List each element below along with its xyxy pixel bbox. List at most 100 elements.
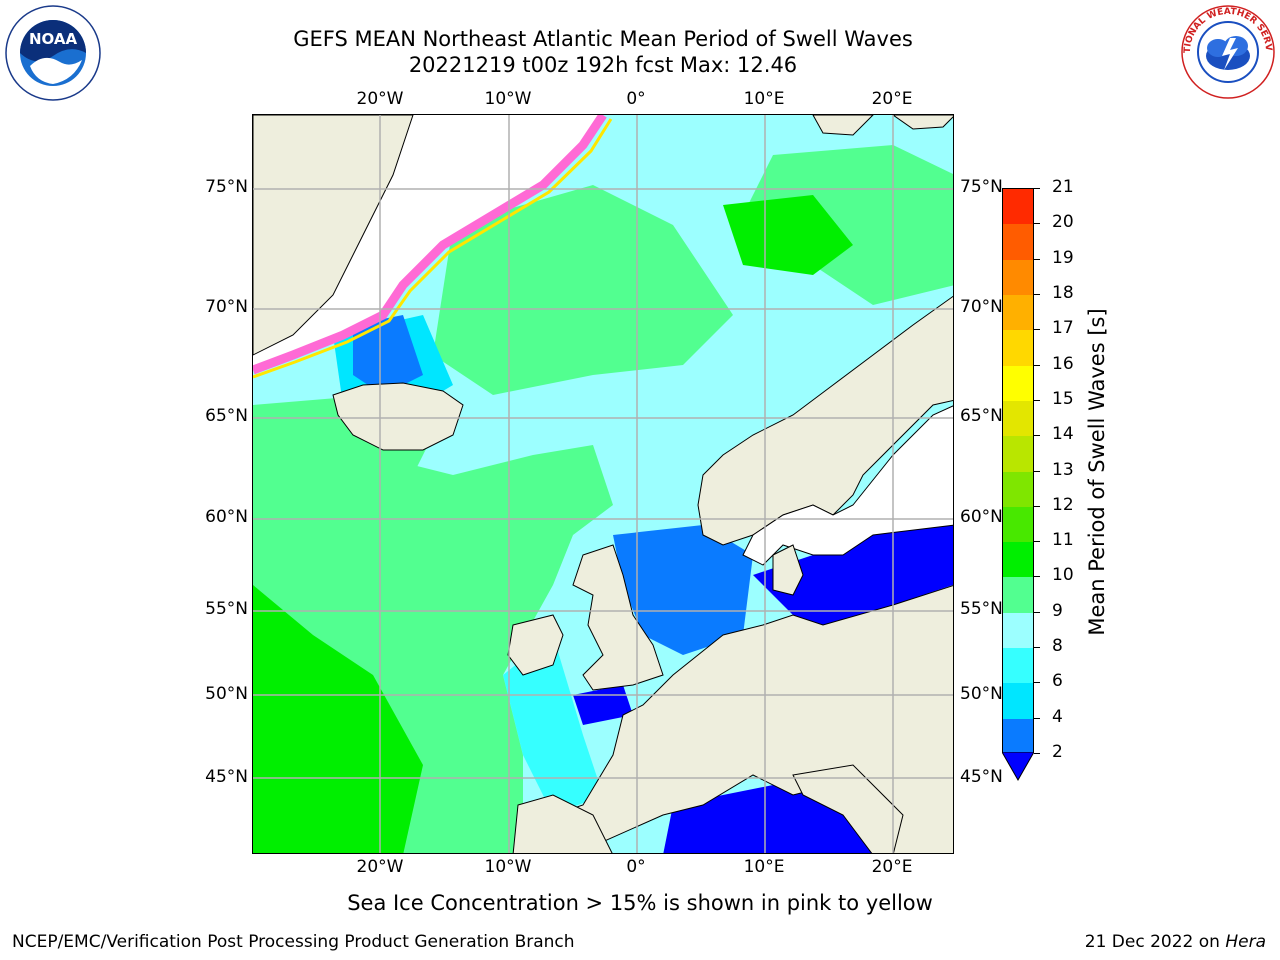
nws-logo: NATIONAL WEATHER SERVICE <box>1180 4 1275 99</box>
lat-label-left: 55°N <box>205 599 248 619</box>
noaa-logo-text: NOAA <box>29 30 78 48</box>
lat-label-left: 70°N <box>205 297 248 317</box>
swell-zone-green-norwegian-sea <box>433 185 733 395</box>
colorbar <box>1002 188 1034 754</box>
colorbar-tick-mark <box>1034 611 1040 613</box>
graticule <box>253 115 953 853</box>
sweden-finland <box>742 405 953 566</box>
lon-label-top: 20°E <box>871 89 913 109</box>
colorbar-label: Mean Period of Swell Waves [s] <box>1085 308 1109 636</box>
colorbar-segment <box>1003 718 1033 754</box>
colorbar-segment <box>1003 400 1033 437</box>
colorbar-segment <box>1003 577 1033 613</box>
colorbar-tick-label: 16 <box>1052 353 1074 374</box>
lon-label-bottom: 10°E <box>743 857 785 877</box>
norway <box>697 295 953 546</box>
colorbar-tick-mark <box>1034 293 1040 295</box>
lon-label-top: 0° <box>626 89 646 109</box>
colorbar-tick-label: 6 <box>1052 671 1063 692</box>
colorbar-tick-mark <box>1034 717 1040 719</box>
colorbar-segment <box>1003 224 1033 260</box>
greenland-land <box>253 115 414 356</box>
colorbar-tick-mark <box>1034 682 1040 684</box>
footer-branch: NCEP/EMC/Verification Post Processing Pr… <box>12 932 575 952</box>
colorbar-tick-label: 12 <box>1052 494 1074 515</box>
colorbar-tick-mark <box>1034 753 1040 754</box>
colorbar-segment <box>1003 648 1033 684</box>
colorbar-tick-label: 15 <box>1052 388 1074 409</box>
lon-label-bottom: 20°E <box>871 857 913 877</box>
colorbar-tick-label: 2 <box>1052 742 1063 762</box>
colorbar-segment <box>1003 683 1033 719</box>
colorbar-segment <box>1003 506 1033 543</box>
colorbar-tick-label: 9 <box>1052 600 1063 621</box>
swell-zone-green-barents <box>733 145 953 305</box>
colorbar-tick-label: 21 <box>1052 177 1074 197</box>
lon-label-bottom: 0° <box>626 857 646 877</box>
colorbar-tick-mark <box>1034 329 1040 331</box>
lat-label-right: 50°N <box>960 684 1003 704</box>
colorbar-segment <box>1003 189 1033 225</box>
colorbar-tick-label: 8 <box>1052 636 1063 657</box>
chart-subtitle: 20221219 t00z 192h fcst Max: 12.46 <box>408 53 798 77</box>
colorbar-segment <box>1003 471 1033 507</box>
colorbar-segment <box>1003 365 1033 401</box>
colorbar-segment <box>1003 612 1033 649</box>
svalbard-east <box>892 115 953 130</box>
colorbar-tick-label: 10 <box>1052 565 1074 586</box>
lon-label-top: 20°W <box>356 89 404 109</box>
footer-date: 21 Dec 2022 on Hera <box>1085 932 1266 952</box>
footer-host: Hera <box>1225 932 1266 952</box>
svalbard <box>812 115 874 136</box>
colorbar-tick-label: 20 <box>1052 212 1074 233</box>
lat-label-right: 60°N <box>960 507 1003 527</box>
colorbar-tick-label: 19 <box>1052 247 1074 268</box>
colorbar-tick-mark <box>1034 223 1040 225</box>
lat-label-right: 45°N <box>960 767 1003 787</box>
swell-zone-blue-north-sea <box>613 525 753 655</box>
colorbar-tick-mark <box>1034 647 1040 649</box>
ireland <box>507 614 564 676</box>
footer-date-text: 21 Dec 2022 on <box>1084 932 1226 952</box>
colorbar-tick-mark <box>1034 505 1040 507</box>
colorbar-tick-mark <box>1034 364 1040 366</box>
lat-label-left: 50°N <box>205 684 248 704</box>
colorbar-tick-label: 13 <box>1052 459 1074 480</box>
sea-ice-edge-outer <box>253 118 613 379</box>
colorbar-tick-mark <box>1034 435 1040 437</box>
lat-label-left: 45°N <box>205 767 248 787</box>
colorbar-segment <box>1003 436 1033 472</box>
map-panel <box>252 114 954 854</box>
lon-label-top: 10°E <box>743 89 785 109</box>
swell-zone-bright-green-north <box>723 195 853 275</box>
colorbar-segment <box>1003 294 1033 331</box>
lon-label-bottom: 10°W <box>484 857 532 877</box>
lat-label-right: 70°N <box>960 297 1003 317</box>
map-canvas <box>253 115 953 853</box>
colorbar-tick-mark <box>1034 576 1040 578</box>
colorbar-tick-mark <box>1034 399 1040 401</box>
lon-label-top: 10°W <box>484 89 532 109</box>
swell-zone-blue-baltic <box>753 525 953 625</box>
iceland <box>332 382 464 451</box>
colorbar-tick-label: 17 <box>1052 318 1074 339</box>
noaa-logo: NOAA <box>5 5 101 101</box>
denmark <box>772 544 804 596</box>
chart-title: GEFS MEAN Northeast Atlantic Mean Period… <box>293 27 913 51</box>
colorbar-tick-label: 14 <box>1052 424 1074 445</box>
colorbar-tick-label: 4 <box>1052 706 1063 727</box>
lat-label-right: 55°N <box>960 599 1003 619</box>
lat-label-right: 75°N <box>960 177 1003 197</box>
iberia <box>512 794 613 853</box>
colorbar-tick-label: 18 <box>1052 282 1074 303</box>
colorbar-tick-label: 11 <box>1052 530 1074 551</box>
lat-label-left: 75°N <box>205 177 248 197</box>
italy <box>792 764 904 853</box>
sea-ice-note: Sea Ice Concentration > 15% is shown in … <box>347 891 933 915</box>
sea-ice-edge <box>253 115 607 375</box>
lat-label-left: 65°N <box>205 406 248 426</box>
swell-zone-cyan-biscay <box>503 635 603 815</box>
colorbar-tick-mark <box>1034 541 1040 543</box>
colorbar-segment <box>1003 330 1033 366</box>
colorbar-extend-arrow <box>1002 752 1034 782</box>
